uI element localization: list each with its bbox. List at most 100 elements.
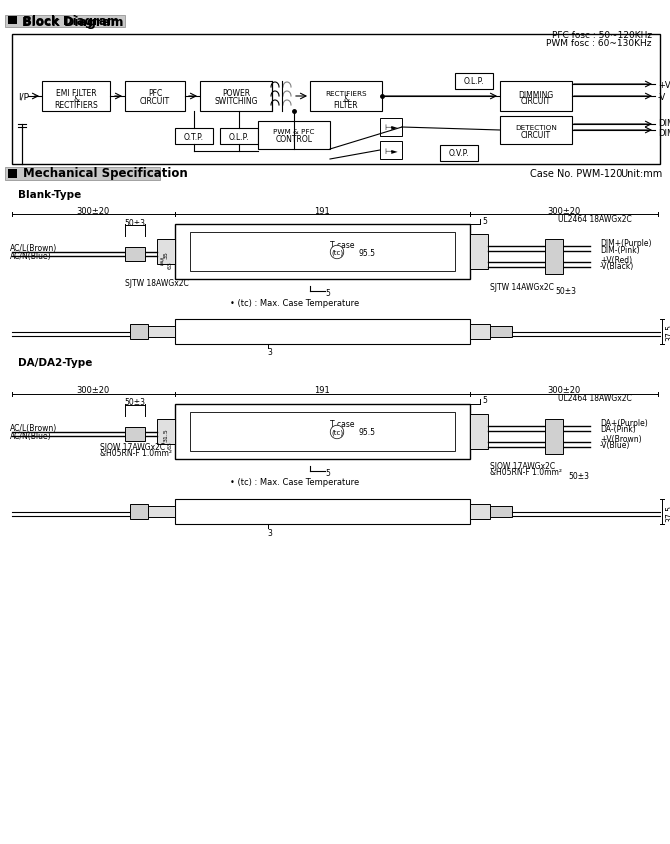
Text: &H05RN-F 1.0mm²: &H05RN-F 1.0mm² [490,468,562,477]
Text: 3: 3 [267,528,273,537]
Bar [175,225,470,279]
Text: -V: -V [658,92,666,101]
Text: SJTW 18AWGx2C: SJTW 18AWGx2C [125,279,189,288]
Bar [125,247,145,262]
Text: 5: 5 [325,289,330,298]
Text: &: & [73,95,79,105]
Bar [258,122,330,150]
Bar [470,325,490,339]
Text: -V(Black): -V(Black) [600,261,634,270]
Text: 31.5: 31.5 [163,428,168,441]
Bar [12,35,660,165]
Text: CIRCUIT: CIRCUIT [521,96,551,106]
Text: Blank-Type: Blank-Type [18,190,81,200]
Text: AC/L(Brown): AC/L(Brown) [10,424,57,433]
Bar [220,129,258,145]
Text: SJOW 17AWGx2C: SJOW 17AWGx2C [490,462,555,471]
Bar [175,129,213,145]
Text: Block Diagram: Block Diagram [23,14,119,28]
Text: DETECTION: DETECTION [515,125,557,131]
Text: PFC fosc : 50~120KHz: PFC fosc : 50~120KHz [552,30,652,40]
Text: ⊢►: ⊢► [384,146,398,155]
Text: AC/N(Blue): AC/N(Blue) [10,252,52,261]
Bar [380,119,402,137]
Bar [175,320,470,344]
Text: 191: 191 [314,386,330,395]
Text: Block Diagram: Block Diagram [22,16,123,29]
Bar [440,146,478,162]
Bar [500,116,572,145]
Bar [175,404,470,459]
Text: 300±20: 300±20 [76,386,110,395]
Text: • (tc) : Max. Case Temperature: • (tc) : Max. Case Temperature [230,299,359,308]
Bar [455,74,493,90]
Bar [42,82,110,112]
Text: 300±20: 300±20 [76,206,110,215]
Text: 37.5: 37.5 [665,324,670,341]
Text: UL2464 18AWGx2C: UL2464 18AWGx2C [558,214,632,223]
Text: &: & [343,95,349,105]
Text: CIRCUIT: CIRCUIT [521,130,551,139]
Bar [8,17,17,25]
Text: AC/N(Blue): AC/N(Blue) [10,432,52,441]
Text: +V(Brown): +V(Brown) [600,435,642,444]
Text: DA-(Pink): DA-(Pink) [600,425,636,434]
Bar [125,82,185,112]
Bar [5,168,160,181]
Bar [125,428,145,441]
Text: CIRCUIT: CIRCUIT [140,96,170,106]
Bar [190,233,455,272]
Text: DIM+: DIM+ [658,118,670,127]
Text: 37.5: 37.5 [665,504,670,521]
Text: Case No. PWM-120: Case No. PWM-120 [530,169,622,179]
Text: DIM+(Purple): DIM+(Purple) [600,239,651,248]
Bar [490,506,512,517]
Bar [545,240,563,274]
Text: Unit:mm: Unit:mm [620,169,662,179]
Bar [470,414,488,450]
Bar [8,18,17,27]
Text: DIMMING: DIMMING [519,90,553,100]
Bar [310,82,382,112]
Text: O.L.P.: O.L.P. [228,133,249,141]
Text: +V: +V [658,80,670,89]
Text: 5: 5 [325,469,330,478]
Text: (tc): (tc) [331,430,343,436]
Text: O.T.P.: O.T.P. [184,133,204,141]
Text: • (tc) : Max. Case Temperature: • (tc) : Max. Case Temperature [230,478,359,487]
Text: AC/L(Brown): AC/L(Brown) [10,244,57,253]
Text: 191: 191 [314,206,330,215]
Bar [5,16,125,28]
Text: PWM fosc : 60~130KHz: PWM fosc : 60~130KHz [547,39,652,47]
Bar [157,419,175,445]
Bar [190,413,455,452]
Bar [490,327,512,338]
Text: 63: 63 [168,261,173,268]
Bar [8,170,17,179]
Text: CONTROL: CONTROL [275,134,312,143]
Bar [470,505,490,519]
Text: T case: T case [330,420,354,429]
Text: +V(Red): +V(Red) [600,255,632,264]
Text: POWER: POWER [222,89,250,99]
Text: PFC: PFC [148,89,162,99]
Text: O.L.P.: O.L.P. [464,78,484,86]
Text: 5: 5 [160,257,164,262]
Text: DA+(Purple): DA+(Purple) [600,419,648,428]
Text: 63: 63 [168,441,173,448]
Text: (tc): (tc) [331,250,343,256]
Text: 95.5: 95.5 [358,248,375,257]
Bar [148,327,175,338]
Text: 300±20: 300±20 [547,206,581,215]
Text: DIM-(Pink): DIM-(Pink) [600,246,640,254]
Bar [157,240,175,265]
Text: T case: T case [330,241,354,249]
Text: Mechanical Specification: Mechanical Specification [23,167,188,181]
Text: 5: 5 [482,216,487,225]
Text: DIM-: DIM- [658,128,670,138]
Text: SJOW 17AWGx2C: SJOW 17AWGx2C [100,443,165,452]
Text: 50±3: 50±3 [125,219,145,227]
Text: SWITCHING: SWITCHING [214,96,258,106]
Bar [175,500,470,524]
Text: -V(Blue): -V(Blue) [600,441,630,450]
